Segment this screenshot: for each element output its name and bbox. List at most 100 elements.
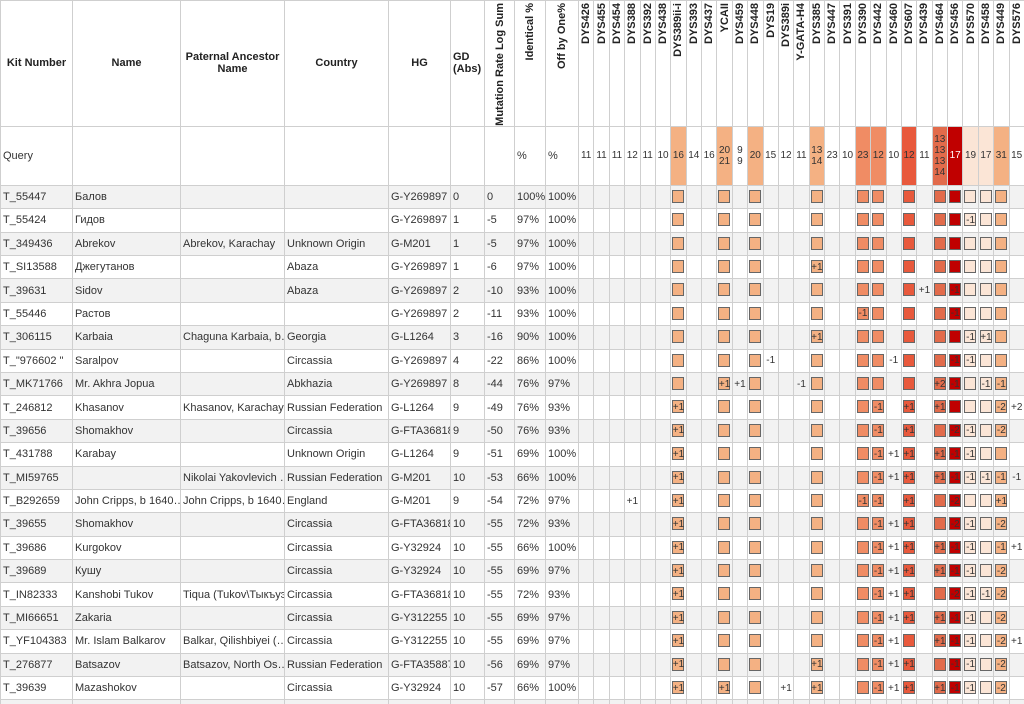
marker-box [979, 610, 992, 624]
diff-cell [885, 184, 902, 210]
diff-cell [731, 582, 749, 607]
diff-cell [577, 301, 595, 327]
diff-cell [1008, 371, 1024, 397]
marker-box [749, 330, 762, 344]
diff-cell [977, 559, 995, 584]
diff-cell [839, 559, 856, 584]
marker-box [810, 236, 823, 250]
diff-cell [808, 535, 826, 561]
diff-cell [870, 278, 887, 303]
diff-cell [577, 699, 595, 704]
diff-value: +1 [903, 518, 915, 530]
diff-cell [624, 442, 641, 467]
diff-cell [639, 605, 656, 631]
diff-cell [823, 325, 841, 350]
diff-cell [777, 442, 795, 467]
diff-cell: +1 [900, 676, 918, 701]
diff-value: -2 [950, 518, 960, 530]
diff-cell [747, 371, 764, 397]
marker-header: DYS456 [946, 0, 964, 127]
marker-box [856, 400, 869, 414]
diff-cell [747, 184, 764, 210]
cell: 97% [545, 559, 579, 584]
diff-cell: +1 [900, 488, 918, 514]
cell: 8 [450, 371, 485, 397]
marker-box [672, 493, 685, 507]
cell: T_39689 [0, 559, 73, 584]
marker-box [902, 517, 915, 531]
cell: Mr. Islam Balkarov [72, 629, 181, 654]
diff-cell [885, 418, 902, 444]
diff-value: -2 [996, 402, 1006, 414]
query-value: 17 [977, 125, 995, 186]
diff-cell [977, 629, 995, 654]
marker-header: DYS439 [916, 0, 933, 127]
diff-cell [577, 442, 595, 467]
marker-box [995, 610, 1008, 624]
diff-cell [808, 488, 826, 514]
diff-cell: +1 [808, 676, 826, 701]
diff-value: -1 [966, 682, 976, 694]
value-line: 31 [995, 150, 1007, 162]
marker-box [995, 517, 1008, 531]
diff-cell [608, 254, 626, 280]
diff-cell [747, 442, 764, 467]
diff-cell [931, 184, 949, 210]
cell: T_MK71766 [0, 371, 73, 397]
cell: 100% [545, 301, 579, 327]
diff-cell [762, 278, 779, 303]
kit-row: T_55424 Гидов G-Y269897 1 -5 97% 100% -1 [0, 208, 1024, 233]
diff-cell [747, 652, 764, 678]
diff-cell [854, 535, 872, 561]
cell: Russian Federation [284, 395, 389, 420]
diff-cell: +1 [885, 442, 902, 467]
diff-cell [808, 348, 826, 373]
diff-cell [931, 512, 949, 537]
diff-cell [916, 559, 933, 584]
diff-cell [593, 371, 610, 397]
diff-cell [762, 231, 779, 257]
diff-cell: -1 [870, 535, 887, 561]
diff-cell [608, 184, 626, 210]
diff-value: -1 [873, 612, 883, 624]
marker-box [810, 189, 823, 203]
diff-cell: +1 [885, 605, 902, 631]
diff-cell [685, 605, 703, 631]
cell: Kanshobi Tukov [72, 582, 181, 607]
marker-box [718, 447, 731, 461]
diff-cell [624, 208, 641, 233]
diff-cell [793, 535, 810, 561]
cell: Aslan Besniy (Besle… [180, 699, 285, 704]
marker-box [810, 376, 823, 390]
kit-row: T_431788 Karabay Unknown Origin G-L1264 9 -51… [0, 442, 1024, 467]
marker-box [718, 470, 731, 484]
kit-row: T_B292659 John Cripps, b 1640… John Cripps… [0, 488, 1024, 514]
value-line: 12 [903, 150, 915, 162]
diff-cell: -1 [946, 301, 964, 327]
marker-header: DYS460 [885, 0, 902, 127]
diff-cell [916, 488, 933, 514]
cell: G-Y269897 [388, 371, 451, 397]
diff-cell [839, 395, 856, 420]
diff-cell [977, 231, 995, 257]
marker-box [718, 306, 731, 320]
diff-cell [700, 231, 718, 257]
cell: 100% [545, 208, 579, 233]
diff-value: -1 [873, 565, 883, 577]
diff-cell [624, 512, 641, 537]
marker-box [949, 213, 961, 227]
diff-value: +1 [903, 472, 915, 484]
diff-cell [593, 395, 610, 420]
value-line: 20 [719, 144, 731, 156]
diff-cell [900, 301, 918, 327]
diff-cell [762, 676, 779, 701]
cell: Mr. Zeynel Abidin B… [72, 699, 181, 704]
diff-cell: -2 [993, 699, 1010, 704]
cell: 97% [514, 254, 546, 280]
marker-box [672, 423, 685, 437]
diff-cell [1008, 301, 1024, 327]
marker-box [902, 493, 915, 507]
query-value: 10 [839, 125, 856, 186]
value-line: 14 [934, 166, 946, 178]
marker-box [810, 213, 823, 227]
